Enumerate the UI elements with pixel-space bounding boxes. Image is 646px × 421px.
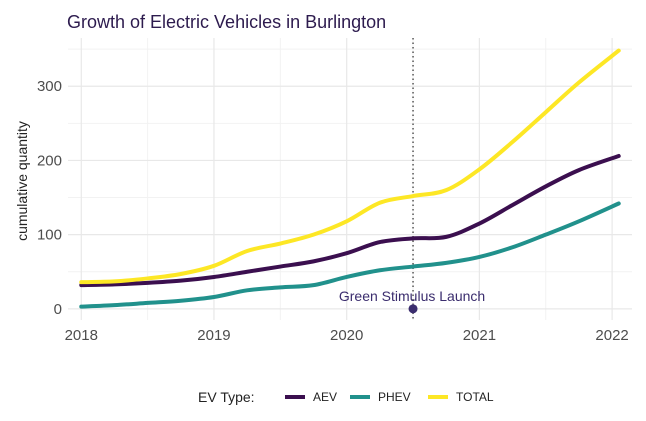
legend-label-aev: AEV bbox=[313, 390, 337, 404]
series-line-aev bbox=[79, 153, 621, 288]
y-tick-label: 200 bbox=[37, 152, 62, 169]
series-line-total bbox=[79, 48, 621, 285]
legend-title: EV Type: bbox=[198, 389, 255, 405]
y-tick-label: 100 bbox=[37, 227, 62, 244]
legend-label-total: TOTAL bbox=[456, 390, 494, 404]
chart-title: Growth of Electric Vehicles in Burlingto… bbox=[67, 12, 386, 32]
legend-label-phev: PHEV bbox=[378, 390, 411, 404]
x-tick-label: 2022 bbox=[595, 327, 628, 344]
x-axis-ticks: 2018 2019 2020 2021 2022 bbox=[65, 327, 629, 344]
y-axis-ticks: 0 100 200 300 bbox=[37, 78, 62, 318]
annotation-marker bbox=[408, 304, 418, 314]
y-axis-label: cumulative quantity bbox=[14, 121, 30, 241]
series-line-phev bbox=[79, 201, 621, 309]
x-tick-label: 2021 bbox=[463, 327, 496, 344]
y-tick-label: 300 bbox=[37, 78, 62, 95]
x-tick-label: 2018 bbox=[65, 327, 98, 344]
series-lines bbox=[79, 48, 621, 309]
legend: EV Type: AEV PHEV TOTAL bbox=[198, 389, 494, 405]
annotation-label: Green Stimulus Launch bbox=[339, 288, 485, 304]
y-tick-label: 0 bbox=[54, 301, 62, 318]
x-tick-label: 2019 bbox=[197, 327, 230, 344]
x-tick-label: 2020 bbox=[330, 327, 363, 344]
annotation: Green Stimulus Launch bbox=[339, 288, 485, 314]
grid bbox=[68, 38, 632, 320]
